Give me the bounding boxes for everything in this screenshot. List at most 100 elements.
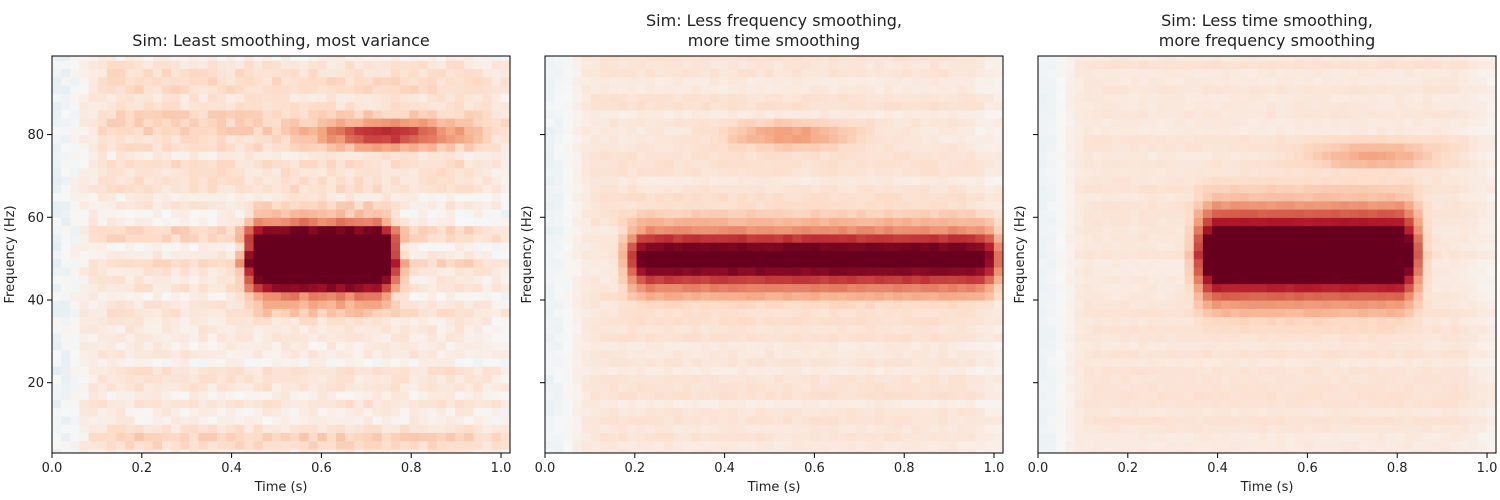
heatmap-cell <box>281 209 291 218</box>
heatmap-cell <box>106 225 117 235</box>
heatmap-cell <box>299 184 310 194</box>
heatmap-cell <box>545 299 555 309</box>
heatmap-cell <box>216 134 227 144</box>
heatmap-cell <box>500 209 510 218</box>
heatmap-cell <box>116 341 126 351</box>
heatmap-cell <box>590 175 601 185</box>
heatmap-cell <box>709 258 720 268</box>
heatmap-cell <box>609 209 619 218</box>
heatmap-cell <box>828 151 839 160</box>
heatmap-cell <box>737 357 748 367</box>
heatmap-cell <box>929 134 940 144</box>
heatmap-cell <box>189 424 200 433</box>
heatmap-cell <box>189 448 200 453</box>
heatmap-cell <box>161 390 172 400</box>
heatmap-cell <box>216 308 227 318</box>
heatmap-cell <box>409 84 419 94</box>
heatmap-cell <box>929 366 940 376</box>
heatmap-cell <box>728 299 738 309</box>
heatmap-cell <box>326 109 337 119</box>
heatmap-cell <box>253 142 264 152</box>
heatmap-cell <box>929 250 940 260</box>
heatmap-cell <box>810 333 821 342</box>
heatmap-cell <box>563 217 574 227</box>
heatmap-cell <box>271 366 282 376</box>
heatmap-cell <box>400 175 410 185</box>
heatmap-cell <box>198 126 209 136</box>
heatmap-cell <box>427 101 438 111</box>
heatmap-cell <box>106 93 117 103</box>
heatmap-cell <box>737 316 748 326</box>
heatmap-cell <box>326 258 337 268</box>
heatmap-cell <box>975 266 986 276</box>
heatmap-cell <box>673 126 683 136</box>
heatmap-cell <box>664 407 674 417</box>
heatmap-cell <box>609 366 619 376</box>
heatmap-cell <box>755 233 766 243</box>
heatmap-cell <box>134 308 145 318</box>
heatmap-cell <box>335 316 346 326</box>
heatmap-cell <box>198 366 209 376</box>
heatmap-cell <box>52 432 62 442</box>
heatmap-cell <box>381 217 392 227</box>
heatmap-cell <box>719 217 729 227</box>
heatmap-cell <box>482 84 493 94</box>
heatmap-cell <box>911 167 922 177</box>
heatmap-cell <box>281 415 291 425</box>
heatmap-cell <box>354 126 365 136</box>
heatmap-cell <box>673 217 683 227</box>
heatmap-cell <box>281 291 291 301</box>
heatmap-cell <box>445 233 456 243</box>
heatmap-cell <box>746 390 757 400</box>
heatmap-cell <box>719 118 729 127</box>
heatmap-cell <box>271 374 282 384</box>
heatmap-cell <box>97 200 108 210</box>
heatmap-cell <box>299 440 310 450</box>
heatmap-cell <box>737 151 748 160</box>
heatmap-cell <box>152 258 163 268</box>
heatmap-cell <box>691 324 702 334</box>
heatmap-cell <box>709 357 720 367</box>
heatmap-cell <box>847 308 858 318</box>
heatmap-cell <box>764 299 775 309</box>
heatmap-cell <box>381 258 392 268</box>
heatmap-cell <box>134 151 145 160</box>
heatmap-cell <box>171 60 181 70</box>
heatmap-cell <box>171 357 181 367</box>
heatmap-cell <box>902 291 912 301</box>
heatmap-cell <box>948 283 958 293</box>
heatmap-cell <box>299 415 310 425</box>
heatmap-cell <box>984 192 995 202</box>
heatmap-cell <box>70 217 81 227</box>
heatmap-cell <box>792 159 803 169</box>
heatmap-cell <box>216 68 227 78</box>
heatmap-cell <box>911 242 922 251</box>
heatmap-cell <box>171 56 181 61</box>
heatmap-cell <box>828 209 839 218</box>
heatmap-cell <box>372 382 383 392</box>
heatmap-cell <box>728 291 738 301</box>
heatmap-cell <box>61 109 71 119</box>
heatmap-cell <box>308 357 319 367</box>
heatmap-cell <box>618 316 629 326</box>
heatmap-cell <box>253 93 264 103</box>
heatmap-cell <box>636 56 647 61</box>
heatmap-cell <box>700 357 711 367</box>
heatmap-cell <box>161 209 172 218</box>
heatmap-cell <box>1166 448 1176 453</box>
heatmap-cell <box>682 225 693 235</box>
heatmap-cell <box>216 175 227 185</box>
heatmap-cell <box>920 390 931 400</box>
heatmap-cell <box>618 93 629 103</box>
heatmap-cell <box>381 250 392 260</box>
heatmap-cell <box>491 209 502 218</box>
heatmap-cell <box>838 242 848 251</box>
heatmap-cell <box>500 126 510 136</box>
heatmap-cell <box>290 316 300 326</box>
heatmap-cell <box>645 316 656 326</box>
heatmap-cell <box>590 60 601 70</box>
heatmap-cell <box>455 56 465 61</box>
heatmap-cell <box>473 341 484 351</box>
heatmap-cell <box>645 374 656 384</box>
heatmap-cell <box>728 275 738 285</box>
